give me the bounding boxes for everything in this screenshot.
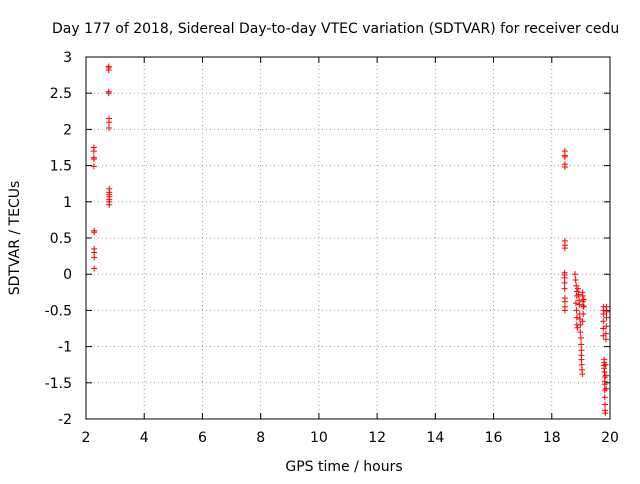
data-point <box>91 254 98 261</box>
data-point <box>576 301 583 308</box>
data-point <box>105 90 112 97</box>
data-point <box>579 318 586 325</box>
x-tick-label: 20 <box>601 430 619 446</box>
y-tick-labels: 3 2.5 2 1.5 1 0.5 0 -0.5 -1 -1.5 -2 <box>45 50 72 428</box>
data-point <box>579 292 586 299</box>
x-tick-label: 16 <box>485 430 503 446</box>
data-point <box>561 285 568 292</box>
y-tick-label: -0.5 <box>45 303 72 319</box>
x-tick-label: 10 <box>310 430 328 446</box>
data-point <box>601 394 608 401</box>
data-point <box>91 249 98 256</box>
data-point <box>577 334 584 341</box>
y-tick-label: 2 <box>63 122 72 138</box>
x-tick-label: 12 <box>368 430 386 446</box>
chart-title: Day 177 of 2018, Sidereal Day-to-day VTE… <box>52 21 619 37</box>
y-axis-label: SDTVAR / TECUs <box>7 181 23 296</box>
data-point <box>602 372 609 379</box>
data-point <box>601 387 608 394</box>
data-point <box>602 361 609 368</box>
data-point <box>580 303 587 310</box>
data-point <box>580 311 587 318</box>
data-point <box>572 271 579 278</box>
data-point <box>602 401 609 408</box>
data-point <box>580 296 587 303</box>
y-tick-label: -1.5 <box>45 376 72 392</box>
y-tick-label: 0 <box>63 267 72 283</box>
data-point <box>561 153 568 160</box>
data-point <box>577 329 584 336</box>
data-point <box>106 201 113 208</box>
y-tick-label: -2 <box>58 412 72 428</box>
data-point <box>105 67 112 74</box>
y-tick-label: 2.5 <box>50 86 72 102</box>
data-point <box>579 371 586 378</box>
data-point <box>578 347 585 354</box>
data-point <box>573 307 580 314</box>
plot-frame <box>85 56 611 420</box>
data-point <box>561 298 568 305</box>
data-point <box>603 385 610 392</box>
data-point <box>574 285 581 292</box>
data-point <box>577 321 584 328</box>
data-point <box>602 410 609 417</box>
data-point <box>90 156 97 163</box>
x-tick-label: 2 <box>82 430 91 446</box>
data-points <box>90 63 610 417</box>
data-point <box>561 164 568 171</box>
data-point <box>580 303 587 310</box>
axis-ticks <box>85 56 611 420</box>
data-point <box>575 291 582 298</box>
data-point <box>578 356 585 363</box>
x-axis-label: GPS time / hours <box>285 459 402 475</box>
data-point <box>91 265 98 272</box>
grid-lines <box>86 57 610 419</box>
data-point <box>572 300 579 307</box>
data-point <box>603 314 610 321</box>
data-point <box>601 368 608 375</box>
y-tick-label: 3 <box>63 50 72 66</box>
data-point <box>578 341 585 348</box>
y-tick-label: 1 <box>63 195 72 211</box>
data-point <box>578 361 585 368</box>
data-point <box>600 318 607 325</box>
data-point <box>561 307 568 314</box>
data-point <box>105 124 112 131</box>
x-tick-label: 18 <box>543 430 561 446</box>
data-point <box>602 336 609 343</box>
x-tick-label: 6 <box>198 430 207 446</box>
x-tick-label: 8 <box>256 430 265 446</box>
x-tick-label: 4 <box>140 430 149 446</box>
data-point <box>561 274 568 281</box>
data-point <box>561 279 568 286</box>
data-point <box>561 245 568 252</box>
x-tick-label: 14 <box>426 430 444 446</box>
data-point <box>603 308 610 315</box>
x-tick-labels: 2 4 6 8 10 12 14 16 18 20 <box>82 430 619 446</box>
data-point <box>572 276 579 283</box>
y-tick-label: 0.5 <box>50 231 72 247</box>
data-point <box>601 381 608 388</box>
data-point <box>91 229 98 236</box>
data-point <box>574 324 581 331</box>
data-point <box>90 163 97 170</box>
data-point <box>105 119 112 126</box>
data-point <box>603 323 610 330</box>
data-point <box>602 330 609 337</box>
y-tick-label: -1 <box>58 340 72 356</box>
y-tick-label: 1.5 <box>50 159 72 175</box>
data-point <box>90 148 97 155</box>
data-point <box>573 314 580 321</box>
data-point <box>603 303 610 310</box>
